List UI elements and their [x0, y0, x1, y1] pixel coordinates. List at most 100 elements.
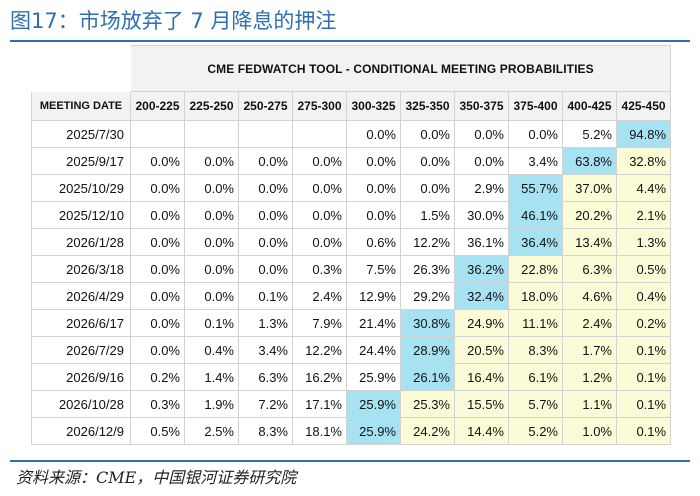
probability-cell: 0.0% [346, 174, 401, 202]
rate-range-header: 300-325 [346, 91, 401, 121]
probability-cell: 0.5% [615, 255, 672, 283]
meeting-date-cell: 2026/6/17 [31, 309, 131, 337]
meeting-date-cell: 2026/12/9 [31, 417, 131, 445]
probability-cell: 0.0% [346, 120, 401, 148]
probability-cell: 3.4% [238, 336, 293, 364]
meeting-date-cell: 2025/12/10 [31, 201, 131, 229]
probability-cell: 36.2% [454, 255, 509, 283]
rate-range-header: 225-250 [184, 91, 239, 121]
probability-cell: 32.4% [454, 282, 509, 310]
table-super-header: CME FEDWATCH TOOL - CONDITIONAL MEETING … [129, 45, 672, 92]
probability-cell: 1.3% [238, 309, 293, 337]
probability-cell: 0.1% [615, 417, 672, 445]
probability-cell: 12.2% [400, 228, 455, 256]
rate-range-header: 200-225 [130, 91, 185, 121]
table-corner [31, 45, 131, 92]
column-header-row: MEETING DATE 200-225 225-250 250-275 275-30… [31, 91, 672, 121]
probability-cell: 7.5% [346, 255, 401, 283]
probability-cell: 0.0% [238, 228, 293, 256]
table-row: 2026/9/16 0.2% 1.4% 6.3% 16.2% 25.9% 26.1% 16.4… [31, 363, 672, 391]
probability-cell: 2.4% [562, 309, 617, 337]
probability-cell: 1.1% [562, 390, 617, 418]
probability-cell: 26.1% [400, 363, 455, 391]
probability-cell: 20.5% [454, 336, 509, 364]
probability-cell: 0.0% [130, 336, 185, 364]
probability-cell: 0.0% [346, 147, 401, 175]
probability-cell: 36.1% [454, 228, 509, 256]
meeting-date-cell: 2026/10/28 [31, 390, 131, 418]
meeting-date-cell: 2026/3/18 [31, 255, 131, 283]
meeting-date-cell: 2025/10/29 [31, 174, 131, 202]
probability-cell: 16.2% [292, 363, 347, 391]
probability-cell: 26.3% [400, 255, 455, 283]
table-body: 2025/7/30 0.0% 0.0% 0.0% 0.0% 5.2% 94.8% 2025/9… [31, 120, 672, 445]
probability-cell: 0.0% [184, 174, 239, 202]
probability-cell: 0.0% [130, 255, 185, 283]
probability-cell: 1.5% [400, 201, 455, 229]
probability-cell: 0.0% [184, 147, 239, 175]
probability-cell: 0.0% [130, 282, 185, 310]
meeting-date-cell: 2025/7/30 [31, 120, 131, 148]
probability-cell: 0.0% [130, 228, 185, 256]
table-row: 2025/9/17 0.0% 0.0% 0.0% 0.0% 0.0% 0.0% 0.0% 3.4… [31, 147, 672, 175]
probability-cell: 1.2% [562, 363, 617, 391]
probability-cell: 0.0% [292, 147, 347, 175]
probability-cell: 5.2% [508, 417, 563, 445]
probability-cell [292, 120, 347, 148]
probability-cell: 0.0% [130, 174, 185, 202]
probability-cell: 12.9% [346, 282, 401, 310]
probability-cell: 0.4% [184, 336, 239, 364]
probability-cell: 0.0% [184, 201, 239, 229]
probability-cell: 8.3% [508, 336, 563, 364]
rate-range-header: 375-400 [508, 91, 563, 121]
probability-cell: 0.0% [292, 174, 347, 202]
probability-cell: 0.3% [130, 390, 185, 418]
rate-range-header: 275-300 [292, 91, 347, 121]
table-row: 2026/3/18 0.0% 0.0% 0.0% 0.3% 7.5% 26.3% 36.2% 2… [31, 255, 672, 283]
table-row: 2025/7/30 0.0% 0.0% 0.0% 0.0% 5.2% 94.8% [31, 120, 672, 148]
probability-cell: 0.0% [184, 282, 239, 310]
probability-cell: 0.0% [454, 120, 509, 148]
table-row: 2026/6/17 0.0% 0.1% 1.3% 7.9% 21.4% 30.8% 24.9%… [31, 309, 672, 337]
probability-cell: 6.3% [562, 255, 617, 283]
probability-cell: 0.0% [346, 201, 401, 229]
probability-cell: 18.0% [508, 282, 563, 310]
title-rule [10, 40, 690, 42]
probability-cell: 1.7% [562, 336, 617, 364]
probability-cell: 6.3% [238, 363, 293, 391]
probability-cell: 22.8% [508, 255, 563, 283]
probability-cell: 0.0% [508, 120, 563, 148]
probability-cell: 55.7% [508, 174, 563, 202]
probability-cell: 4.6% [562, 282, 617, 310]
probability-cell: 6.1% [508, 363, 563, 391]
probability-cell: 12.2% [292, 336, 347, 364]
table-row: 2026/12/9 0.5% 2.5% 8.3% 18.1% 25.9% 24.2% 14.4… [31, 417, 672, 445]
probability-cell: 37.0% [562, 174, 617, 202]
probability-cell: 13.4% [562, 228, 617, 256]
probability-cell: 29.2% [400, 282, 455, 310]
probability-cell: 17.1% [292, 390, 347, 418]
probability-cell: 15.5% [454, 390, 509, 418]
probability-cell: 11.1% [508, 309, 563, 337]
probability-cell: 16.4% [454, 363, 509, 391]
fedwatch-table: CME FEDWATCH TOOL - CONDITIONAL MEETING … [31, 45, 672, 445]
meeting-date-cell: 2025/9/17 [31, 147, 131, 175]
meeting-date-cell: 2026/7/29 [31, 336, 131, 364]
probability-cell: 5.2% [562, 120, 617, 148]
probability-cell: 0.0% [238, 147, 293, 175]
probability-cell: 0.0% [292, 201, 347, 229]
probability-cell: 0.1% [615, 390, 672, 418]
probability-cell: 0.0% [400, 120, 455, 148]
rate-range-header: 425-450 [615, 91, 672, 121]
probability-cell: 0.2% [615, 309, 672, 337]
probability-cell: 1.4% [184, 363, 239, 391]
probability-cell: 1.3% [615, 228, 672, 256]
figure-title: 图17：市场放弃了 7 月降息的押注 [10, 9, 337, 33]
probability-cell: 30.0% [454, 201, 509, 229]
rate-range-header: 350-375 [454, 91, 509, 121]
probability-cell: 0.4% [615, 282, 672, 310]
source-rule [10, 460, 690, 462]
probability-cell: 0.3% [292, 255, 347, 283]
meeting-date-cell: 2026/1/28 [31, 228, 131, 256]
probability-cell: 4.4% [615, 174, 672, 202]
